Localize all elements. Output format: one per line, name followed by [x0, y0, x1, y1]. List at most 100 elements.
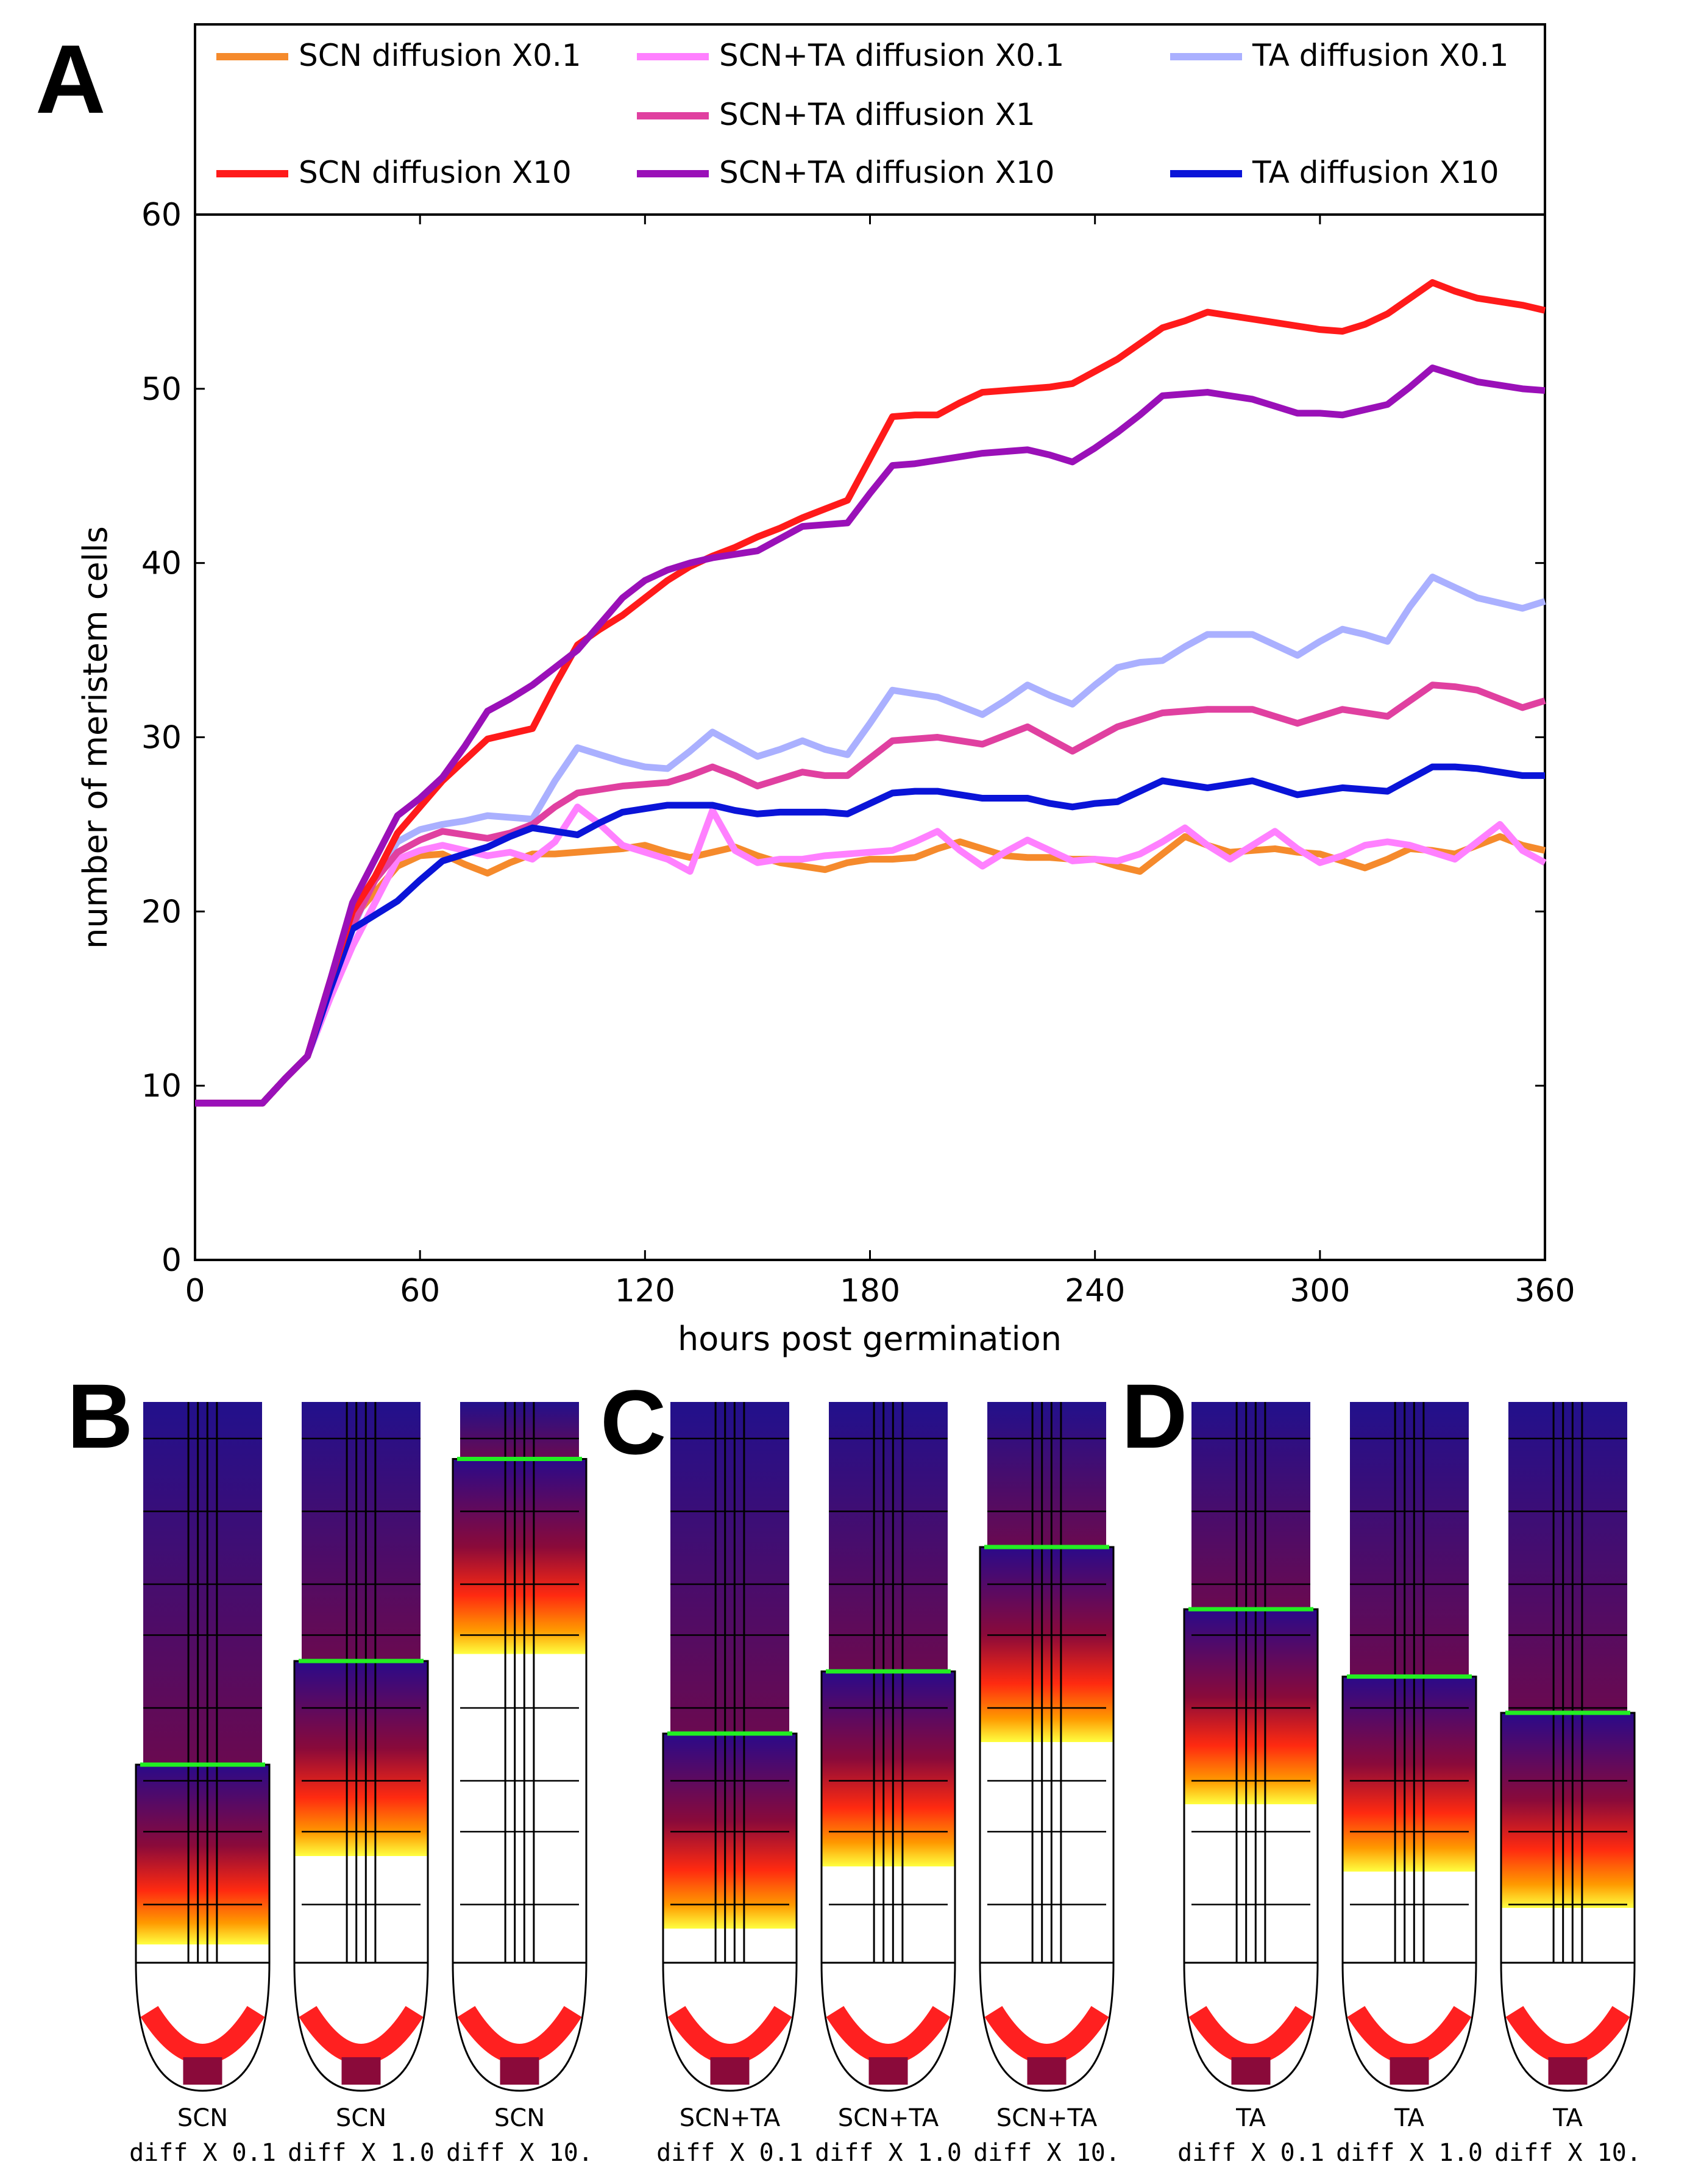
- root-upper-zone: [143, 1402, 262, 1765]
- series-line-scn-diffusion-x0-1: [195, 833, 1546, 1107]
- y-tick-label: 60: [141, 197, 182, 233]
- root-upper-zone: [1508, 1402, 1627, 1713]
- root-heat-zone: [136, 1765, 269, 1944]
- root-label-line2: diff X 1.0: [815, 2139, 962, 2167]
- root-cap-heat: [299, 2005, 424, 2065]
- root-label-line1: SCN+TA: [996, 2104, 1098, 2132]
- legend: SCN diffusion X0.1 SCN+TA diffusion X0.1 T…: [216, 38, 1508, 190]
- root-diagram-2: SCN diff X 1.0: [288, 1402, 435, 2167]
- root-label-line1: SCN: [494, 2104, 545, 2132]
- legend-entry: SCN+TA diffusion X0.1: [719, 38, 1064, 73]
- root-label-line1: SCN+TA: [838, 2104, 939, 2132]
- root-cap: [1183, 1962, 1319, 2092]
- root-heat-zone: [980, 1547, 1113, 1742]
- root-label-line2: diff X 0.1: [129, 2139, 276, 2167]
- root-label-line1: SCN: [336, 2104, 386, 2132]
- root-cap: [135, 1962, 271, 2092]
- legend-entry: SCN+TA diffusion X1: [719, 97, 1035, 132]
- y-tick-label: 30: [141, 720, 182, 756]
- root-upper-zone: [302, 1402, 421, 1661]
- root-cap-heat: [1347, 2005, 1472, 2065]
- root-label-line1: SCN: [177, 2104, 228, 2132]
- root-label-line2: diff X 1.0: [1336, 2139, 1483, 2167]
- plot-area: [194, 213, 1546, 1261]
- root-upper-zone: [670, 1402, 789, 1734]
- root-cap-heat: [1505, 2005, 1630, 2065]
- panel-label-d: D: [1121, 1365, 1187, 1467]
- series-line-ta-diffusion-x0-1: [195, 574, 1546, 1107]
- root-label-line1: TA: [1552, 2104, 1583, 2132]
- root-cap-heat: [457, 2005, 582, 2065]
- root-cap-heat: [667, 2005, 792, 2065]
- chart-a: SCN diffusion X0.1 SCN+TA diffusion X0.1 T…: [76, 23, 1575, 1358]
- x-tick-label: 180: [840, 1273, 900, 1309]
- legend-entry: SCN+TA diffusion X10: [719, 155, 1054, 190]
- root-cap: [979, 1962, 1115, 2092]
- series-group: [195, 279, 1547, 1107]
- legend-entry: SCN diffusion X0.1: [299, 38, 581, 73]
- root-heat-zone: [294, 1661, 428, 1856]
- quiescent-center: [1231, 2057, 1271, 2085]
- root-heat-zone: [453, 1459, 586, 1654]
- quiescent-center: [341, 2057, 381, 2085]
- root-upper-zone: [460, 1402, 579, 1459]
- legend-box: [194, 23, 1546, 216]
- panel-label-a: A: [35, 24, 106, 133]
- root-diagram-3: SCN diff X 10.: [446, 1402, 593, 2167]
- root-label-line2: diff X 10.: [1494, 2139, 1641, 2167]
- root-label-line1: TA: [1394, 2104, 1424, 2132]
- root-label-line2: diff X 10.: [446, 2139, 593, 2167]
- x-axis-label: hours post germination: [678, 1320, 1062, 1358]
- quiescent-center: [183, 2057, 222, 2085]
- y-tick-label: 0: [162, 1242, 182, 1279]
- root-label-line2: diff X 0.1: [656, 2139, 803, 2167]
- root-cap: [662, 1962, 798, 2092]
- root-upper-zone: [1191, 1402, 1310, 1609]
- series-line-ta-diffusion-x10: [195, 763, 1545, 1107]
- x-tick-label: 360: [1514, 1273, 1575, 1309]
- panel-label-b: B: [67, 1365, 133, 1467]
- y-tick-label: 10: [141, 1068, 182, 1104]
- x-tick-label: 300: [1290, 1273, 1350, 1309]
- root-diagram-7: TA diff X 0.1: [1177, 1402, 1324, 2167]
- x-tick-label: 240: [1065, 1273, 1125, 1309]
- root-cap: [1341, 1962, 1477, 2092]
- x-tick-label: 120: [615, 1273, 675, 1309]
- root-label-line1: TA: [1235, 2104, 1266, 2132]
- root-cap: [820, 1962, 956, 2092]
- root-cap-heat: [826, 2005, 951, 2065]
- root-label-line2: diff X 0.1: [1177, 2139, 1324, 2167]
- root-cap: [452, 1962, 588, 2092]
- quiescent-center: [710, 2057, 750, 2085]
- root-upper-zone: [1350, 1402, 1469, 1677]
- axes: 0 60 120 180 240 300 360 0 10 20 30 40 50 60: [141, 197, 1575, 1309]
- legend-entry: TA diffusion X0.1: [1252, 38, 1508, 73]
- series-line-scn-ta-diffusion-x1: [195, 681, 1546, 1107]
- root-heat-zone: [1184, 1609, 1318, 1804]
- root-diagram-6: SCN+TA diff X 10.: [973, 1402, 1120, 2167]
- y-tick-label: 20: [141, 894, 182, 930]
- root-heat-zone: [1501, 1713, 1635, 1908]
- root-diagram-4: SCN+TA diff X 0.1: [656, 1402, 803, 2167]
- root-label-line2: diff X 1.0: [288, 2139, 435, 2167]
- y-axis-label: number of meristem cells: [76, 526, 115, 949]
- series-line-scn-diffusion-x10: [195, 279, 1546, 1107]
- root-diagram-9: TA diff X 10.: [1494, 1402, 1641, 2167]
- quiescent-center: [500, 2057, 539, 2085]
- y-tick-label: 50: [141, 371, 182, 408]
- panel-label-c: C: [600, 1371, 666, 1473]
- root-cap-heat: [984, 2005, 1109, 2065]
- root-diagram-8: TA diff X 1.0: [1336, 1402, 1483, 2167]
- root-heat-zone: [822, 1671, 955, 1866]
- y-tick-label: 40: [141, 546, 182, 582]
- series-line-scn-ta-diffusion-x0-1: [195, 803, 1547, 1107]
- root-label-line2: diff X 10.: [973, 2139, 1120, 2167]
- root-upper-zone: [829, 1402, 948, 1671]
- x-tick-label: 60: [400, 1273, 440, 1309]
- quiescent-center: [1390, 2057, 1429, 2085]
- root-label-line1: SCN+TA: [680, 2104, 781, 2132]
- root-cap-heat: [1188, 2005, 1313, 2065]
- root-cap: [293, 1962, 429, 2092]
- quiescent-center: [1027, 2057, 1067, 2085]
